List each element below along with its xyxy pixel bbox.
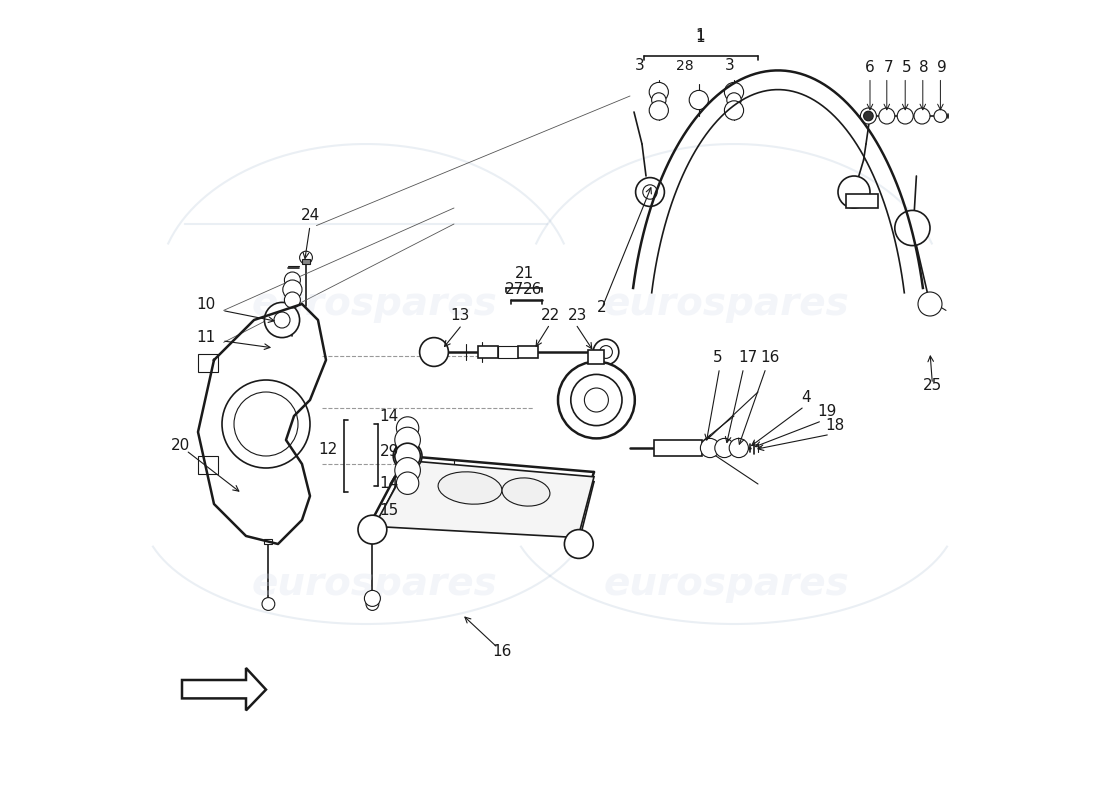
Circle shape (649, 82, 669, 102)
Circle shape (396, 417, 419, 439)
Circle shape (636, 178, 664, 206)
Circle shape (894, 210, 930, 246)
Circle shape (395, 443, 420, 469)
Bar (846, 194, 878, 208)
Ellipse shape (502, 478, 550, 506)
Text: 1: 1 (695, 28, 705, 43)
Text: 7: 7 (883, 60, 893, 75)
Ellipse shape (438, 472, 502, 504)
Text: 17: 17 (739, 350, 758, 365)
Circle shape (364, 590, 381, 606)
Text: eurospares: eurospares (251, 285, 497, 323)
Bar (654, 440, 702, 456)
Circle shape (918, 292, 942, 316)
Text: 20: 20 (170, 438, 190, 454)
Bar (518, 346, 538, 358)
Circle shape (234, 392, 298, 456)
Circle shape (571, 374, 621, 426)
Text: 18: 18 (825, 418, 845, 434)
Text: 13: 13 (450, 308, 470, 323)
Text: eurospares: eurospares (251, 565, 497, 603)
Text: 19: 19 (817, 404, 836, 419)
Circle shape (395, 458, 420, 483)
Circle shape (600, 346, 613, 358)
Text: 15: 15 (379, 503, 399, 518)
Bar (198, 354, 218, 372)
Bar (478, 346, 498, 358)
Text: 8: 8 (918, 60, 928, 75)
Circle shape (262, 598, 275, 610)
Text: 16: 16 (493, 644, 512, 659)
Text: 27: 27 (505, 282, 524, 298)
Circle shape (642, 185, 657, 199)
Circle shape (274, 312, 290, 328)
Text: 10: 10 (197, 297, 216, 312)
Circle shape (729, 438, 748, 458)
Circle shape (864, 111, 873, 121)
Text: 24: 24 (300, 208, 320, 223)
Circle shape (715, 438, 734, 458)
Text: 21: 21 (515, 266, 534, 282)
Circle shape (299, 251, 312, 264)
Text: 14: 14 (379, 476, 399, 491)
Text: 22: 22 (540, 308, 560, 323)
Bar (198, 456, 218, 474)
Text: 11: 11 (197, 330, 216, 346)
Circle shape (264, 302, 299, 338)
Circle shape (222, 380, 310, 468)
Text: 14: 14 (379, 409, 399, 424)
Circle shape (898, 108, 913, 124)
Circle shape (564, 530, 593, 558)
Text: 29: 29 (379, 444, 399, 459)
Polygon shape (374, 461, 594, 538)
Circle shape (701, 438, 719, 458)
Text: 2: 2 (597, 300, 607, 315)
Bar (498, 346, 518, 358)
Text: 3: 3 (724, 58, 734, 74)
Circle shape (651, 93, 666, 107)
Text: 5: 5 (902, 60, 912, 75)
Text: 4: 4 (801, 390, 811, 405)
Circle shape (396, 472, 419, 494)
Bar (588, 350, 604, 364)
Circle shape (283, 280, 302, 299)
Text: 25: 25 (923, 378, 942, 394)
Text: 23: 23 (569, 308, 587, 323)
Circle shape (690, 90, 708, 110)
Bar (302, 259, 310, 264)
Circle shape (395, 427, 420, 453)
Polygon shape (182, 668, 266, 710)
Circle shape (558, 362, 635, 438)
Text: 5: 5 (713, 350, 723, 365)
Circle shape (838, 176, 870, 208)
Circle shape (593, 339, 619, 365)
Circle shape (366, 598, 378, 610)
Circle shape (860, 108, 877, 124)
Circle shape (879, 108, 894, 124)
Circle shape (649, 101, 669, 120)
Circle shape (285, 292, 300, 308)
Circle shape (419, 338, 449, 366)
Text: 26: 26 (522, 282, 542, 298)
Bar (264, 539, 273, 544)
Circle shape (725, 82, 744, 102)
Circle shape (285, 272, 300, 288)
Text: 16: 16 (760, 350, 780, 365)
Text: 28: 28 (675, 59, 693, 74)
Text: eurospares: eurospares (603, 565, 849, 603)
Text: 6: 6 (865, 60, 874, 75)
Text: 9: 9 (937, 60, 947, 75)
Circle shape (914, 108, 929, 124)
Circle shape (934, 110, 947, 122)
Text: eurospares: eurospares (603, 285, 849, 323)
Text: 12: 12 (319, 442, 338, 458)
Circle shape (358, 515, 387, 544)
Circle shape (393, 442, 422, 470)
Text: 3: 3 (635, 58, 645, 74)
Text: 1: 1 (695, 30, 705, 45)
Circle shape (584, 388, 608, 412)
Circle shape (727, 93, 741, 107)
Circle shape (725, 101, 744, 120)
